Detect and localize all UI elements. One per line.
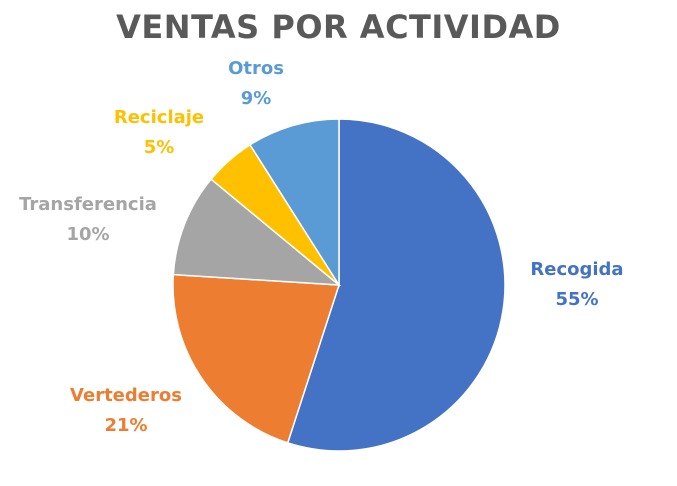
data-label-percent-recogida: 55% (555, 289, 598, 310)
chart-title: VENTAS POR ACTIVIDAD (116, 8, 561, 46)
pie-slices (172, 118, 506, 452)
data-label-name-otros: Otros (228, 58, 284, 79)
data-label-percent-reciclaje: 5% (144, 137, 175, 158)
pie-slice-vertederos (172, 273, 341, 444)
data-label-percent-otros: 9% (241, 88, 272, 109)
data-label-name-vertederos: Vertederos (70, 385, 182, 406)
data-label-name-transferencia: Transferencia (19, 194, 157, 215)
data-label-name-recogida: Recogida (530, 259, 623, 280)
pie-labels: Recogida 55% Vertederos 21% Transferencia 10%… (19, 58, 623, 436)
data-label-percent-transferencia: 10% (66, 224, 109, 245)
data-label-percent-vertederos: 21% (104, 415, 147, 436)
pie-slice-transferencia (172, 178, 342, 286)
data-label-name-reciclaje: Reciclaje (114, 107, 204, 128)
pie-slice-otros (249, 118, 340, 288)
pie-slice-recogida (286, 118, 506, 452)
